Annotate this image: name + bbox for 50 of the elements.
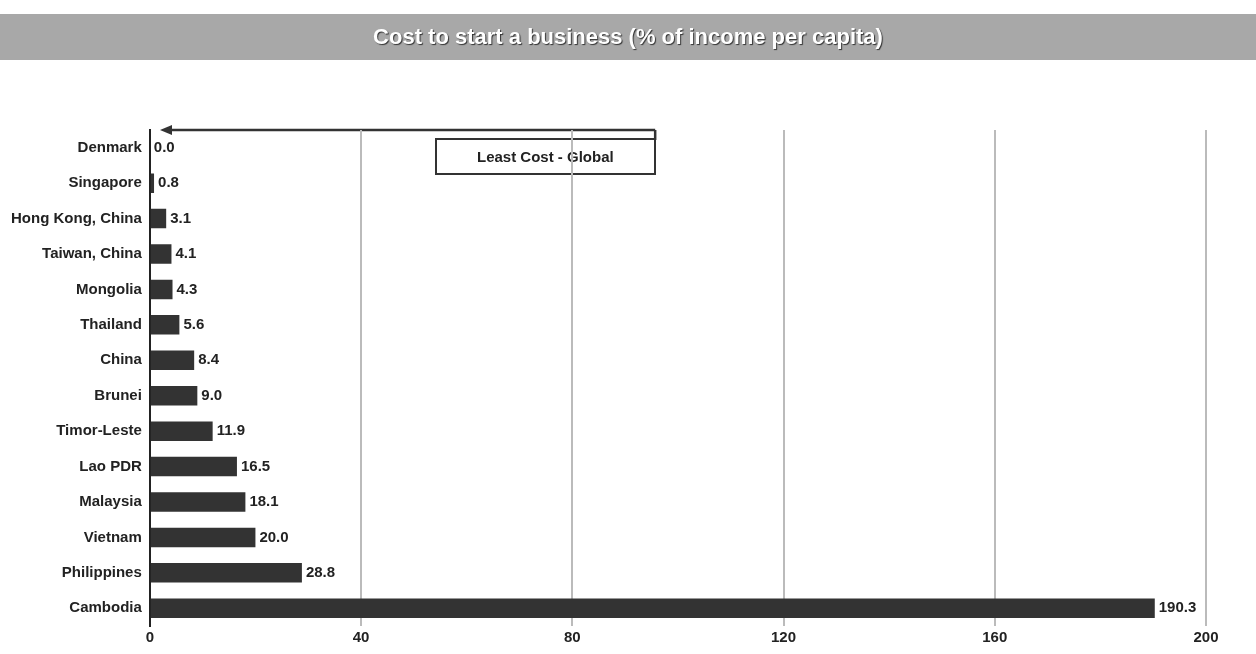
bar [150,492,246,512]
y-tick-label: China [100,350,143,368]
x-tick-label: 0 [145,628,154,646]
bar [150,527,256,548]
data-label: 20.0 [259,527,289,545]
y-tick-label: Malaysia [79,492,143,510]
y-tick-label: Brunei [94,385,142,403]
data-label: 190.3 [1158,598,1197,616]
bar [150,173,155,193]
chart-title: Cost to start a business (% of income per capita) [0,14,1256,60]
x-tick-label: 160 [982,628,1008,646]
bar [150,208,167,229]
y-tick-label: Hong Kong, China [11,208,143,226]
y-tick-label: Cambodia [69,598,143,616]
y-tick-label: Mongolia [75,279,143,297]
data-label: 0.8 [158,173,179,191]
bar [150,385,198,406]
note-box: Least Cost - Global [434,138,656,175]
bar [150,456,237,477]
bar [150,598,1155,619]
data-label: 5.6 [183,315,205,332]
data-label: 16.5 [240,456,271,474]
x-tick-label: 120 [771,628,797,646]
y-tick-label: Thailand [80,315,142,332]
bar [150,421,213,441]
y-tick-label: Lao PDR [79,456,142,474]
y-tick-label: Vietnam [83,527,142,545]
data-label: 0.0 [153,137,175,155]
y-tick-label: Denmark [77,137,143,155]
data-label: 8.4 [198,350,220,368]
bar [150,244,172,264]
data-label: 18.1 [249,492,279,510]
bar [150,315,180,335]
data-label: 4.3 [176,279,198,297]
bar [150,563,302,583]
data-label: 9.0 [201,385,223,403]
data-label: 4.1 [175,244,197,262]
bar [150,350,195,371]
x-tick-label: 200 [1193,628,1219,646]
y-tick-label: Taiwan, China [42,244,143,262]
x-tick-label: 80 [563,628,581,646]
data-label: 3.1 [170,208,192,226]
bar [150,279,173,300]
data-label: 28.8 [305,563,336,580]
data-label: 11.9 [216,421,246,439]
x-tick-label: 40 [352,628,370,646]
y-tick-label: Timor-Leste [56,421,142,439]
annotation: Least Cost - Global [476,148,614,165]
y-tick-label: Philippines [61,563,142,580]
y-tick-label: Singapore [68,173,142,191]
